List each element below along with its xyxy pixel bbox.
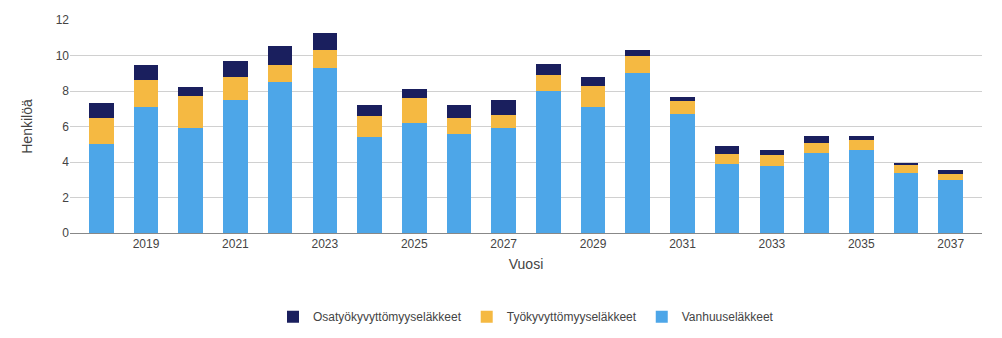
svg-text:Henkilöä: Henkilöä <box>19 99 35 154</box>
svg-text:2033: 2033 <box>759 237 786 251</box>
svg-text:2025: 2025 <box>401 237 428 251</box>
svg-text:2037: 2037 <box>937 237 964 251</box>
svg-text:Osatyökyvyttömyyseläkkeet: Osatyökyvyttömyyseläkkeet <box>313 310 462 324</box>
svg-text:10: 10 <box>56 49 70 63</box>
svg-text:4: 4 <box>62 155 69 169</box>
svg-text:Vanhuuseläkkeet: Vanhuuseläkkeet <box>682 310 774 324</box>
svg-text:Työkyvyttömyyseläkkeet: Työkyvyttömyyseläkkeet <box>507 310 637 324</box>
svg-text:6: 6 <box>62 120 69 134</box>
svg-text:8: 8 <box>62 84 69 98</box>
svg-text:2029: 2029 <box>580 237 607 251</box>
svg-text:2031: 2031 <box>669 237 696 251</box>
svg-text:Vuosi: Vuosi <box>509 256 544 272</box>
svg-text:2021: 2021 <box>222 237 249 251</box>
svg-text:2: 2 <box>62 191 69 205</box>
svg-text:0: 0 <box>62 226 69 240</box>
svg-text:2023: 2023 <box>311 237 338 251</box>
svg-text:2027: 2027 <box>490 237 517 251</box>
svg-text:2035: 2035 <box>848 237 875 251</box>
svg-text:2019: 2019 <box>133 237 160 251</box>
svg-text:12: 12 <box>56 13 70 27</box>
